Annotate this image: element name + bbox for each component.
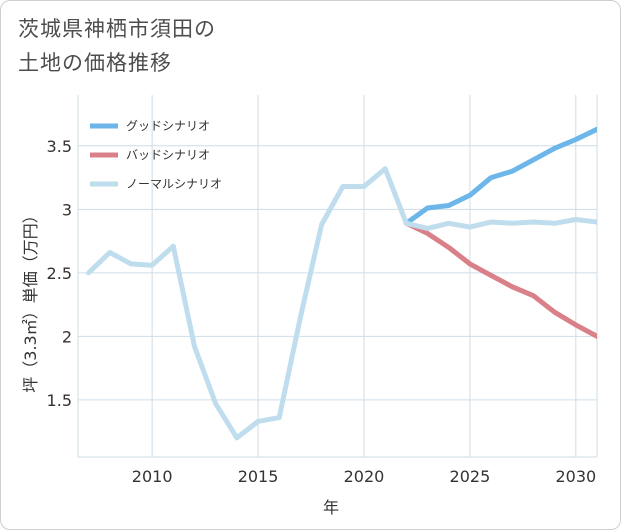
tick-labels: 2010 2015 2020 2025 2030 1.5 2 2.5 3 3.5 — [47, 137, 597, 486]
legend-label: グッドシナリオ — [126, 119, 210, 133]
y-tick-label: 3.5 — [47, 137, 72, 156]
x-tick-label: 2030 — [555, 467, 596, 486]
y-tick-label: 2.5 — [47, 264, 72, 283]
series-line-0 — [403, 126, 597, 226]
chart-title-line-2: 土地の価格推移 — [18, 51, 172, 75]
x-tick-label: 2020 — [344, 467, 385, 486]
series-line-1 — [403, 220, 597, 339]
y-axis-label: 坪（3.3㎡）単価（万円） — [21, 207, 40, 392]
x-axis-label: 年 — [323, 498, 339, 517]
series-line-2 — [86, 166, 597, 441]
x-tick-label: 2025 — [450, 467, 491, 486]
y-tick-label: 3 — [62, 200, 72, 219]
chart-title: 茨城県神栖市須田の 土地の価格推移 — [18, 12, 216, 80]
legend-label: ノーマルシナリオ — [126, 177, 222, 191]
series-lines — [86, 126, 597, 441]
chart-title-line-1: 茨城県神栖市須田の — [18, 17, 216, 41]
legend-label: バッドシナリオ — [126, 148, 210, 162]
y-tick-label: 1.5 — [47, 391, 72, 410]
x-tick-label: 2015 — [238, 467, 279, 486]
grid-lines — [77, 95, 598, 458]
y-tick-label: 2 — [62, 327, 72, 346]
x-tick-label: 2010 — [132, 467, 173, 486]
